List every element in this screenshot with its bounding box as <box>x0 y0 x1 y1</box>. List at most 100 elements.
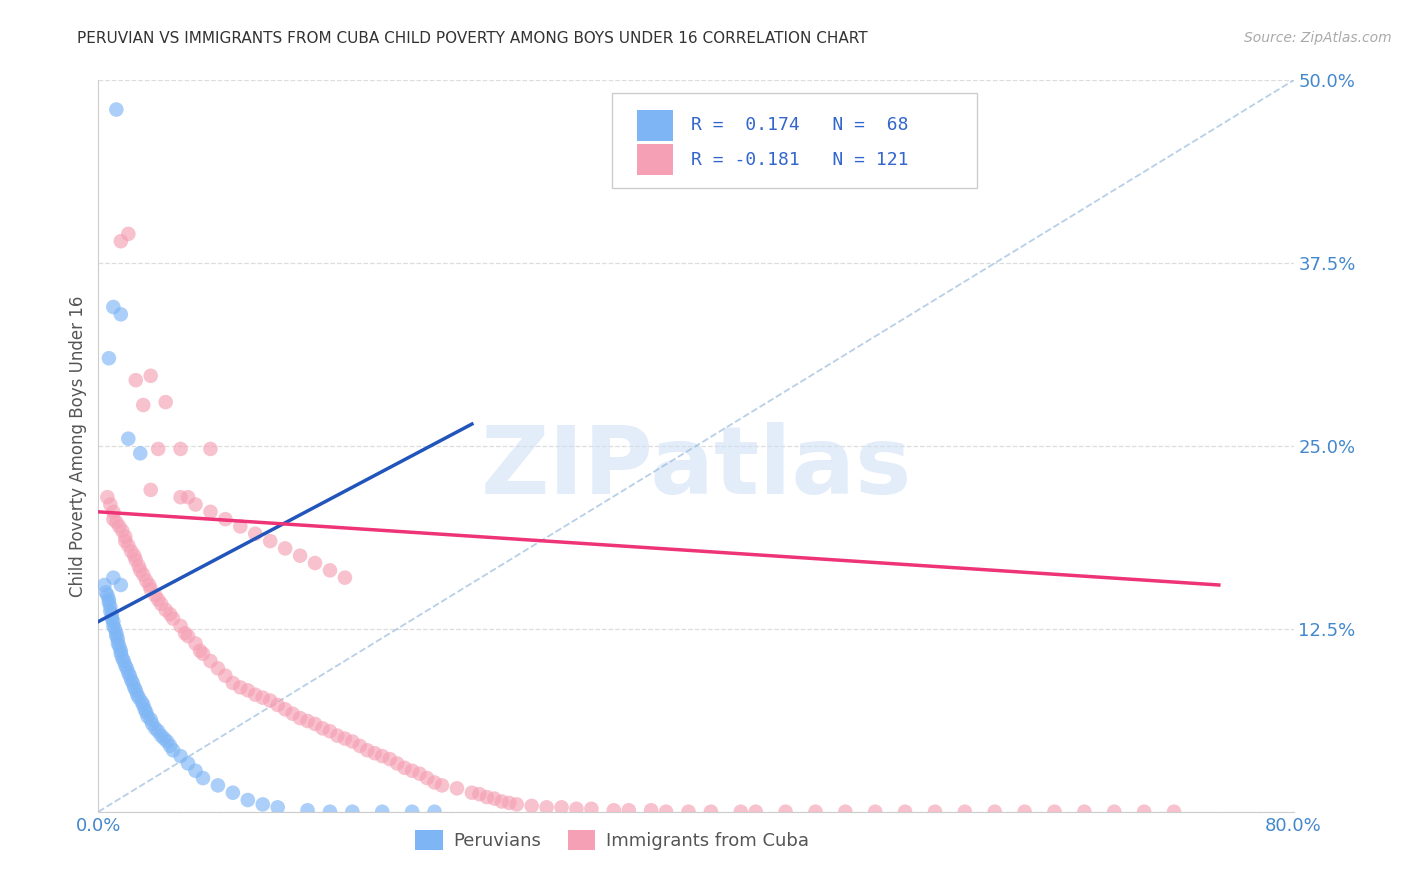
Point <box>184 636 207 650</box>
Point <box>834 805 856 819</box>
Point <box>156 734 179 748</box>
Point <box>304 717 326 731</box>
Point <box>416 771 439 785</box>
Point <box>108 640 131 654</box>
Point <box>105 515 128 529</box>
Point <box>143 722 166 736</box>
Point <box>229 519 252 533</box>
Point <box>207 778 229 792</box>
Point <box>236 683 259 698</box>
Point <box>96 588 118 602</box>
Point <box>267 800 290 814</box>
Point <box>342 734 364 748</box>
Point <box>132 698 155 712</box>
Point <box>169 442 191 456</box>
Point <box>288 549 311 563</box>
Point <box>118 668 141 682</box>
Point <box>105 629 128 643</box>
Point <box>169 490 191 504</box>
Point <box>222 676 245 690</box>
Point <box>148 724 170 739</box>
Point <box>184 498 207 512</box>
Point <box>924 805 946 819</box>
Bar <box>637 145 673 175</box>
Point <box>148 592 170 607</box>
Point <box>200 654 222 668</box>
Point <box>117 227 139 241</box>
Point <box>1073 805 1095 819</box>
Y-axis label: Child Poverty Among Boys Under 16: Child Poverty Among Boys Under 16 <box>69 295 87 597</box>
Point <box>446 781 468 796</box>
Point <box>110 644 132 658</box>
Point <box>430 778 453 792</box>
Point <box>865 805 887 819</box>
Point <box>111 524 134 538</box>
Point <box>342 805 364 819</box>
Point <box>401 805 423 819</box>
Point <box>655 805 678 819</box>
Point <box>700 805 723 819</box>
Point <box>297 714 319 728</box>
Point <box>103 300 125 314</box>
Point <box>110 578 132 592</box>
Point <box>94 585 117 599</box>
Point <box>101 612 124 626</box>
Point <box>97 595 120 609</box>
Point <box>506 797 529 812</box>
Point <box>134 702 156 716</box>
Point <box>139 368 162 383</box>
Point <box>200 505 222 519</box>
Point <box>132 567 155 582</box>
Point <box>894 805 917 819</box>
Point <box>139 713 162 727</box>
Point <box>148 442 170 456</box>
Point <box>114 530 136 544</box>
Point <box>112 654 135 668</box>
Point <box>139 483 162 497</box>
Point <box>104 622 127 636</box>
Point <box>333 731 356 746</box>
Point <box>103 619 125 633</box>
Point <box>120 673 142 687</box>
Point <box>229 681 252 695</box>
Text: R =  0.174   N =  68: R = 0.174 N = 68 <box>692 116 908 135</box>
Point <box>617 803 640 817</box>
Point <box>953 805 976 819</box>
Point <box>129 563 152 577</box>
Point <box>730 805 752 819</box>
Point <box>288 711 311 725</box>
Point <box>304 556 326 570</box>
Point <box>132 398 155 412</box>
Point <box>259 534 281 549</box>
Point <box>124 681 146 695</box>
Point <box>128 690 150 705</box>
Point <box>124 549 146 563</box>
Point <box>565 802 588 816</box>
Point <box>103 615 125 629</box>
Point <box>333 571 356 585</box>
Point <box>103 571 125 585</box>
Point <box>114 534 136 549</box>
Point <box>162 743 184 757</box>
Point <box>101 607 124 622</box>
Point <box>159 607 181 622</box>
Point <box>378 752 401 766</box>
Point <box>498 796 520 810</box>
Point <box>214 668 236 682</box>
Point <box>274 541 297 556</box>
Text: PERUVIAN VS IMMIGRANTS FROM CUBA CHILD POVERTY AMONG BOYS UNDER 16 CORRELATION C: PERUVIAN VS IMMIGRANTS FROM CUBA CHILD P… <box>77 31 868 46</box>
Point <box>155 395 177 409</box>
Point <box>103 512 125 526</box>
Point <box>200 442 222 456</box>
Point <box>128 558 150 573</box>
Point <box>678 805 700 819</box>
Point <box>1043 805 1066 819</box>
Point <box>364 746 387 760</box>
Point <box>150 597 173 611</box>
Point <box>98 604 122 618</box>
Point <box>121 676 143 690</box>
Point <box>297 803 319 817</box>
Point <box>115 661 138 675</box>
Point <box>97 592 120 607</box>
Point <box>110 234 132 248</box>
